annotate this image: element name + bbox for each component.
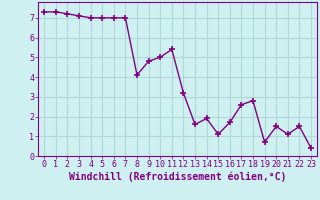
X-axis label: Windchill (Refroidissement éolien,°C): Windchill (Refroidissement éolien,°C) [69, 172, 286, 182]
